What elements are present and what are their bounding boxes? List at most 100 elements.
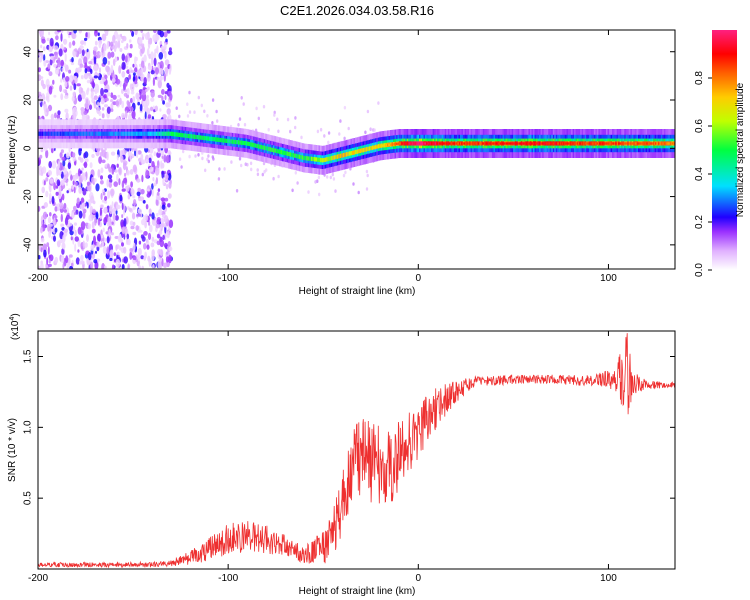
ridge-cell xyxy=(131,131,134,136)
ridge-cell xyxy=(367,146,370,152)
ridge-cell xyxy=(186,133,189,138)
ridge-cell xyxy=(347,151,350,157)
ridge-core xyxy=(502,142,504,145)
ridge-core xyxy=(560,142,562,145)
noise-speck xyxy=(42,211,48,220)
noise-speck xyxy=(137,247,142,256)
ridge-cell xyxy=(271,147,274,152)
ridge-core xyxy=(491,142,493,145)
noise-speck xyxy=(256,168,259,172)
ridge-cell xyxy=(119,131,122,136)
noise-speck xyxy=(87,223,92,230)
noise-speck xyxy=(97,233,101,242)
noise-speck xyxy=(147,232,152,240)
noise-speck xyxy=(91,154,95,158)
ridge-cell xyxy=(315,157,318,162)
noise-speck xyxy=(74,212,77,216)
noise-speck xyxy=(168,50,173,56)
ridge-core xyxy=(596,142,598,145)
ridge-core xyxy=(389,143,391,146)
noise-speck xyxy=(121,225,126,234)
noise-speck xyxy=(73,30,77,34)
noise-speck xyxy=(82,240,85,249)
noise-speck xyxy=(197,95,200,100)
ridge-core xyxy=(521,142,524,145)
ridge-core xyxy=(528,142,530,145)
ridge-cell xyxy=(286,151,289,156)
noise-speck xyxy=(168,90,172,95)
noise-speck xyxy=(178,157,182,161)
noise-speck xyxy=(164,95,167,100)
ridge-core xyxy=(423,142,425,145)
ridge-core xyxy=(628,142,630,145)
ridge-core xyxy=(405,142,407,145)
noise-speck xyxy=(43,54,46,62)
colorbar-tick-label: 0.6 xyxy=(694,119,705,133)
ridge-core xyxy=(510,142,512,145)
ridge-cell xyxy=(96,131,99,136)
noise-speck xyxy=(41,186,45,194)
noise-speck xyxy=(121,88,124,95)
noise-speck xyxy=(186,114,190,118)
ridge-core xyxy=(570,142,572,145)
ridge-cell xyxy=(198,135,201,140)
noise-speck xyxy=(81,167,84,171)
noise-speck xyxy=(48,259,51,264)
noise-speck xyxy=(47,97,50,103)
ridge-core xyxy=(602,142,604,145)
noise-speck xyxy=(111,264,115,269)
ridge-core xyxy=(616,142,618,145)
noise-speck xyxy=(98,41,102,49)
ridge-core xyxy=(409,142,411,145)
noise-speck xyxy=(78,210,83,219)
noise-speck xyxy=(92,200,96,205)
ridge-cell xyxy=(116,131,119,136)
noise-speck xyxy=(135,75,138,82)
ridge-core xyxy=(560,142,563,145)
colorbar-gradient xyxy=(712,30,737,270)
noise-speck xyxy=(139,91,142,100)
ridge-core xyxy=(615,142,617,145)
ridge-core xyxy=(598,142,601,145)
noise-speck xyxy=(121,71,126,78)
noise-speck xyxy=(111,78,116,83)
ridge-cell xyxy=(90,131,93,136)
noise-speck xyxy=(68,69,72,74)
ridge-cell xyxy=(110,131,112,136)
noise-speck xyxy=(161,223,165,228)
noise-speck xyxy=(101,159,106,164)
ridge-core xyxy=(547,142,549,145)
ridge-cell xyxy=(136,131,138,136)
noise-speck xyxy=(71,95,75,102)
ridge-core xyxy=(370,147,372,150)
ridge-cell xyxy=(43,131,46,136)
ridge-cell xyxy=(196,135,199,140)
ridge-core xyxy=(503,142,506,145)
noise-speck xyxy=(139,45,143,50)
ridge-core xyxy=(462,142,464,145)
ridge-cell xyxy=(321,158,324,163)
noise-speck xyxy=(138,240,142,245)
noise-speck xyxy=(291,188,294,193)
noise-speck xyxy=(53,94,57,98)
noise-speck xyxy=(148,208,152,215)
spectrogram-x-axis: -200 -100 0 100 xyxy=(28,30,617,284)
ridge-core xyxy=(530,142,532,145)
ridge-core xyxy=(375,145,377,149)
ridge-core xyxy=(387,143,390,147)
noise-speck xyxy=(53,217,56,227)
noise-speck xyxy=(142,199,146,204)
noise-speck xyxy=(83,39,87,46)
noise-speck xyxy=(109,250,114,260)
noise-speck xyxy=(54,206,58,212)
ridge-cell xyxy=(63,131,65,136)
noise-speck xyxy=(87,252,92,261)
ridge-cell xyxy=(348,151,351,156)
ridge-core xyxy=(457,142,459,145)
noise-speck xyxy=(126,233,130,240)
colorbar-tick-label: 0.0 xyxy=(694,263,705,277)
noise-speck xyxy=(60,179,65,186)
noise-speck xyxy=(366,109,370,114)
noise-speck xyxy=(165,71,168,77)
ridge-cell xyxy=(336,154,339,159)
